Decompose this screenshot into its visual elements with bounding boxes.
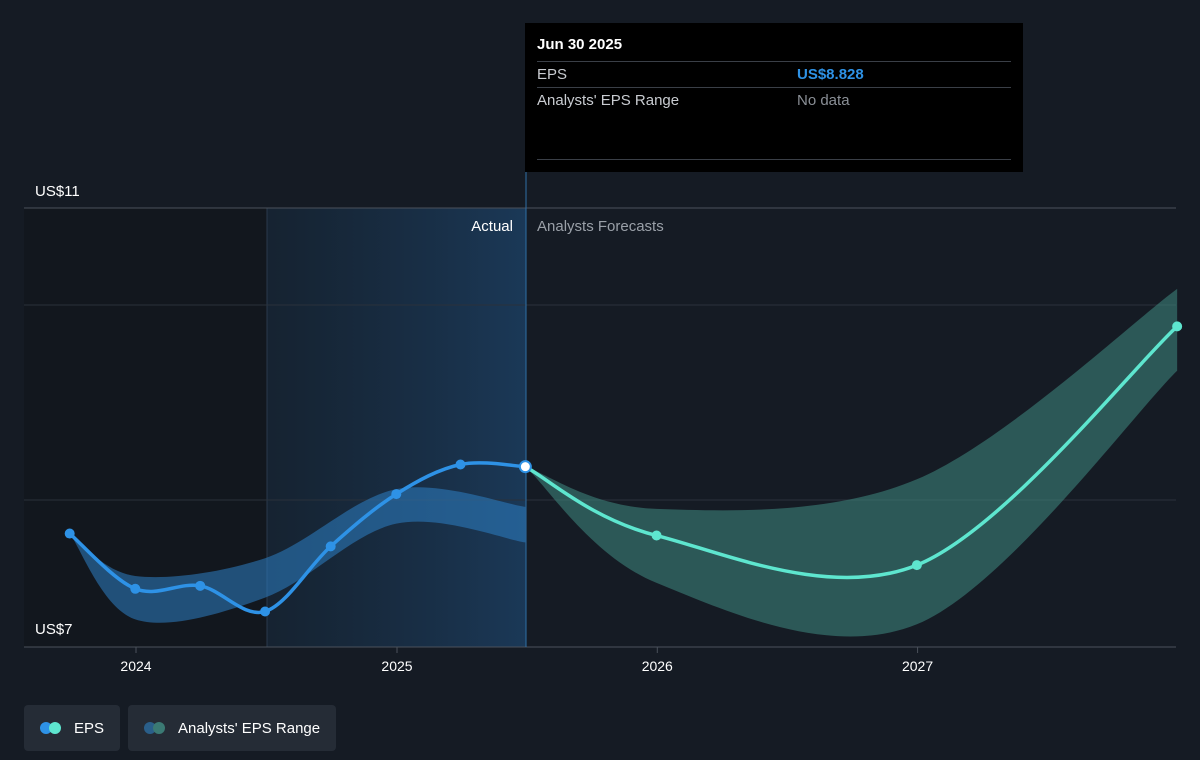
range-legend-icon (144, 722, 168, 734)
point-layer (64, 321, 1183, 617)
range-layer (69, 288, 1178, 637)
range-forecast-dot (153, 722, 166, 734)
tooltip-range-label: Analysts' EPS Range (537, 92, 680, 109)
x-tick-label: 2027 (902, 658, 933, 674)
tooltip-range-value: No data (797, 92, 850, 109)
tooltip-divider (537, 159, 1011, 160)
legend-item-eps[interactable]: EPS (24, 705, 121, 751)
eps-forecast-point[interactable] (911, 560, 922, 571)
legend: EPS Analysts' EPS Range (24, 705, 337, 751)
tooltip-row-eps: EPS US$8.828 (537, 61, 1011, 87)
eps-actual-point[interactable] (64, 528, 75, 539)
eps-legend-icon (40, 722, 64, 734)
x-tick-layer: 2024 2025 2026 2027 (120, 647, 933, 674)
eps-range-band-past (69, 487, 526, 623)
eps-actual-point[interactable] (195, 580, 206, 591)
actual-highlight-band (267, 208, 526, 647)
tooltip-eps-value: US$8.828 (797, 66, 864, 83)
legend-range-label: Analysts' EPS Range (178, 719, 321, 737)
tooltip-date: Jun 30 2025 (537, 36, 623, 53)
hover-tooltip: Jun 30 2025 EPS US$8.828 Analysts' EPS R… (525, 23, 1023, 172)
eps-forecast-point[interactable] (1172, 321, 1183, 332)
eps-current-point[interactable] (518, 460, 532, 474)
tooltip-row-range: Analysts' EPS Range No data (537, 87, 1011, 113)
forecast-region-label: Analysts Forecasts (537, 218, 664, 235)
y-axis-top-label: US$11 (35, 183, 80, 200)
eps-actual-point[interactable] (391, 489, 402, 500)
eps-actual-point[interactable] (325, 541, 336, 552)
eps-forecast-line (523, 324, 1179, 580)
eps-forecast-dot (49, 722, 61, 734)
x-tick-label: 2025 (381, 658, 412, 674)
legend-eps-label: EPS (74, 719, 105, 737)
eps-actual-point[interactable] (455, 459, 466, 470)
x-tick-label: 2026 (642, 658, 673, 674)
y-axis-bottom-label: US$7 (35, 621, 73, 638)
eps-actual-point[interactable] (260, 606, 271, 617)
eps-actual-point[interactable] (130, 583, 141, 594)
legend-item-range[interactable]: Analysts' EPS Range (128, 705, 337, 751)
actual-region-label: Actual (471, 218, 513, 235)
eps-range-band-forecast (525, 288, 1178, 637)
eps-forecast-point[interactable] (651, 530, 662, 541)
x-tick-label: 2024 (120, 658, 151, 674)
tooltip-eps-label: EPS (537, 66, 568, 83)
